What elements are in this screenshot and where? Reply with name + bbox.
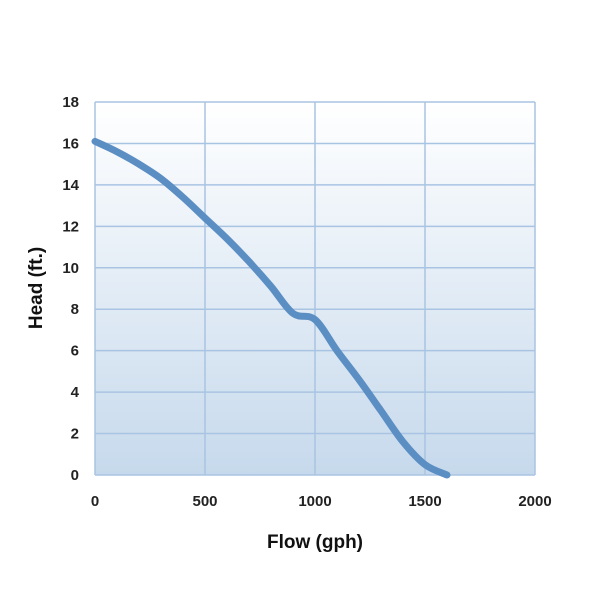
y-tick-label-1: 2 [71,426,79,443]
y-tick-label-9: 18 [62,94,79,111]
y-tick-label-7: 14 [62,177,79,194]
y-tick-label-3: 6 [71,343,79,360]
y-axis-ticks: 0 2 4 6 8 10 12 14 16 18 [62,94,79,484]
y-tick-label-0: 0 [71,467,79,484]
y-tick-label-8: 16 [62,135,79,152]
x-tick-label-2: 1000 [298,493,331,510]
y-axis-title: Head (ft.) [26,247,47,329]
series-line-flow-head [91,137,451,479]
x-tick-label-0: 0 [91,493,99,510]
x-axis-ticks: 0 500 1000 1500 2000 [91,493,552,510]
y-tick-label-4: 8 [71,301,79,318]
x-axis-title: Flow (gph) [267,532,363,553]
y-tick-label-2: 4 [71,384,80,401]
y-tick-label-5: 10 [62,260,79,277]
x-tick-label-3: 1500 [408,493,441,510]
x-tick-label-4: 2000 [518,493,551,510]
x-tick-label-1: 500 [192,493,217,510]
y-tick-label-6: 12 [62,218,79,235]
